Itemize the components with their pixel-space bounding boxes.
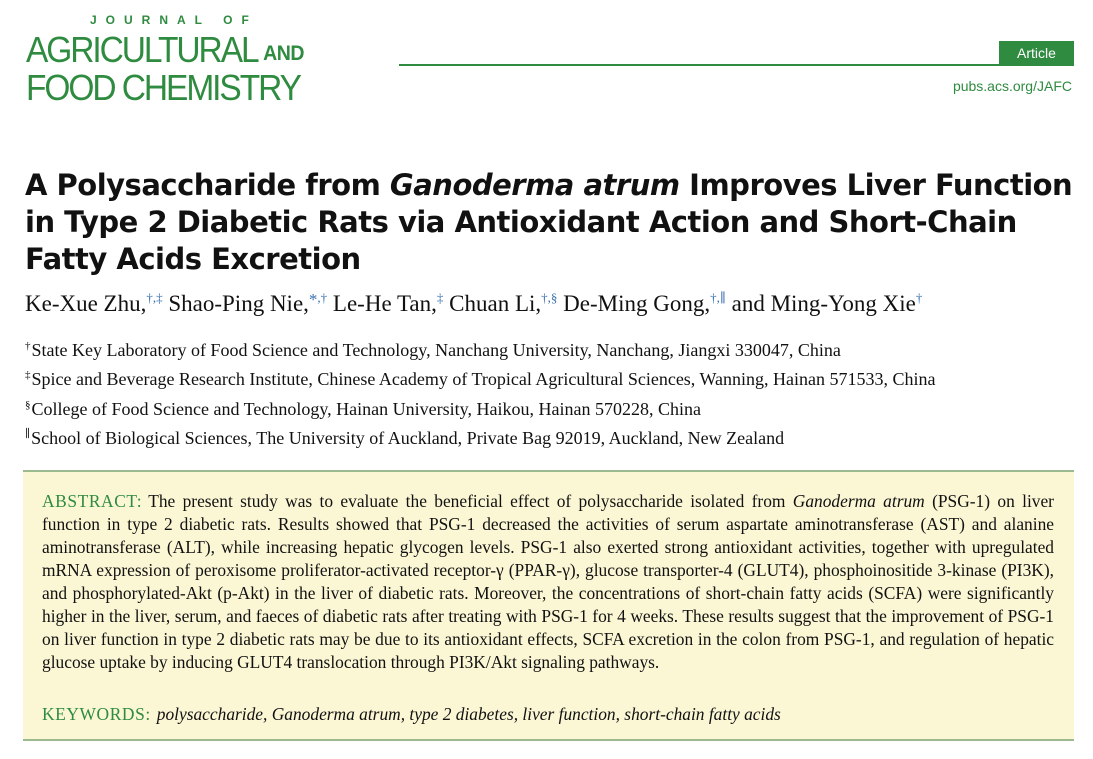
title-part-1: A Polysaccharide from [25,168,390,202]
affiliation-mark: ∥ [25,427,31,440]
logo-journal-of: JOURNAL OF [90,13,258,27]
abstract-text-1: The present study was to evaluate the be… [148,491,793,511]
keywords-list: polysaccharide, Ganoderma atrum, type 2 … [156,704,781,724]
logo-and: AND [263,42,305,65]
header-rule [399,64,999,66]
abstract-label: ABSTRACT: [42,491,143,511]
logo-line-agricultural: AGRICULTURAL AND [26,29,305,71]
author-name[interactable]: De-Ming Gong, [563,291,711,316]
affiliation-item: ‡Spice and Beverage Research Institute, … [25,365,1065,394]
author-list: Ke-Xue Zhu,†,‡ Shao-Ping Nie,*,† Le-He T… [25,289,922,319]
affiliation-text: College of Food Science and Technology, … [31,398,701,419]
affiliation-list: †State Key Laboratory of Food Science an… [25,336,1065,453]
author-affiliation-marks: ,† [317,290,328,305]
author-conjunction: and [731,291,765,316]
affiliation-item: ∥School of Biological Sciences, The Univ… [25,424,1065,453]
article-type-badge: Article [999,41,1074,66]
affiliation-mark: † [25,340,31,352]
author-name[interactable]: Ming-Yong Xie [770,291,916,316]
logo-line-food-chemistry: FOOD CHEMISTRY [26,67,302,109]
journal-url-link[interactable]: pubs.acs.org/JAFC [952,78,1072,94]
affiliation-mark: § [25,398,31,411]
corresponding-author-star[interactable]: * [308,290,318,309]
author-affiliation-marks: † [915,290,923,305]
logo-agricultural: AGRICULTURAL [26,29,260,70]
affiliation-text: State Key Laboratory of Food Science and… [31,340,841,360]
title-species-italic: Ganoderma atrum [389,168,680,202]
affiliation-item: §College of Food Science and Technology,… [25,395,1065,424]
abstract-paragraph: ABSTRACT: The present study was to evalua… [42,490,1054,674]
logo-food-chemistry: FOOD CHEMISTRY [26,67,302,108]
author-name[interactable]: Chuan Li, [449,291,542,316]
affiliation-text: Spice and Beverage Research Institute, C… [31,369,936,390]
author-affiliation-marks: †,∥ [710,290,726,305]
affiliation-text: School of Biological Sciences, The Unive… [31,427,785,448]
keywords-label: KEYWORDS: [42,704,151,724]
author-name[interactable]: Le-He Tan, [332,291,437,316]
author-affiliation-marks: †,§ [541,290,558,305]
abstract-box: ABSTRACT: The present study was to evalua… [23,470,1074,741]
author-name[interactable]: Ke-Xue Zhu, [25,291,147,316]
keywords-line: KEYWORDS: polysaccharide, Ganoderma atrum… [42,703,781,726]
author-affiliation-marks: †,‡ [146,290,163,305]
abstract-text-2: (PSG-1) on liver function in type 2 diab… [42,491,1054,672]
author-name[interactable]: Shao-Ping Nie, [168,291,309,316]
affiliation-item: †State Key Laboratory of Food Science an… [25,336,1065,365]
abstract-species-italic: Ganoderma atrum [792,491,925,511]
author-affiliation-marks: ‡ [436,290,444,305]
affiliation-mark: ‡ [25,369,31,382]
article-title: A Polysaccharide from Ganoderma atrum Im… [25,167,1083,278]
title-part-2: Improves Liver Function in Type 2 Diabet… [25,168,1073,276]
